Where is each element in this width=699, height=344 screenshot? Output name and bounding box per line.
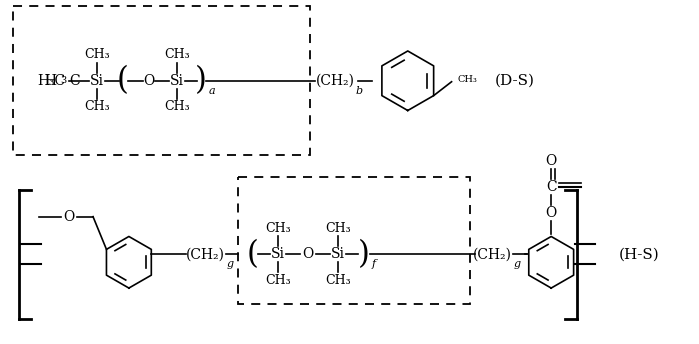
Text: (CH₂): (CH₂) xyxy=(473,247,512,261)
Text: (: ( xyxy=(117,65,129,96)
Text: g: g xyxy=(226,259,233,269)
Text: CH₃: CH₃ xyxy=(84,100,110,113)
Text: ): ) xyxy=(194,65,206,96)
Text: O: O xyxy=(143,74,154,88)
Text: (CH₂): (CH₂) xyxy=(315,74,354,88)
Text: C: C xyxy=(546,180,556,194)
Bar xyxy=(238,177,470,304)
Text: O: O xyxy=(546,154,557,168)
Text: Si: Si xyxy=(271,247,285,261)
Text: O: O xyxy=(546,206,557,220)
Text: Si: Si xyxy=(331,247,345,261)
Text: (: ( xyxy=(247,239,259,270)
Text: (D-S): (D-S) xyxy=(494,74,534,88)
Text: g: g xyxy=(513,259,521,269)
Text: Si: Si xyxy=(170,74,184,88)
Text: CH₃: CH₃ xyxy=(266,273,291,287)
Text: (CH₂): (CH₂) xyxy=(186,247,225,261)
Text: H₃C: H₃C xyxy=(37,74,65,88)
Text: H: H xyxy=(44,74,56,88)
Text: C: C xyxy=(69,74,80,88)
Text: b: b xyxy=(356,86,363,96)
Text: CH₃: CH₃ xyxy=(325,222,351,235)
Text: a: a xyxy=(208,86,215,96)
Text: O: O xyxy=(64,209,75,224)
Bar xyxy=(13,6,310,155)
Text: CH₃: CH₃ xyxy=(458,75,477,84)
Text: CH₃: CH₃ xyxy=(325,273,351,287)
Text: CH₃: CH₃ xyxy=(84,49,110,62)
Text: Si: Si xyxy=(90,74,104,88)
Text: CH₃: CH₃ xyxy=(164,49,189,62)
Text: (H-S): (H-S) xyxy=(619,247,659,261)
Text: ): ) xyxy=(358,239,370,270)
Text: 3: 3 xyxy=(60,76,66,85)
Text: CH₃: CH₃ xyxy=(266,222,291,235)
Text: CH₃: CH₃ xyxy=(164,100,189,113)
Text: f: f xyxy=(372,259,376,269)
Text: O: O xyxy=(303,247,314,261)
